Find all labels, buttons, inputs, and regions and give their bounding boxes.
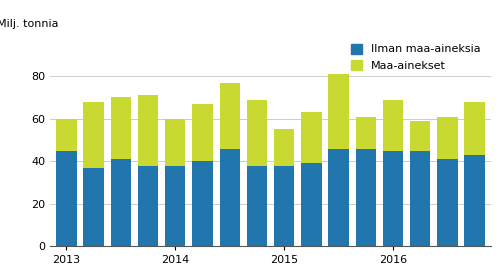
Bar (383, 151, 403, 246)
Bar (219, 148, 240, 246)
Bar (219, 83, 240, 148)
Bar (111, 97, 131, 159)
Bar (138, 165, 158, 246)
Bar (437, 116, 457, 159)
Bar (301, 164, 322, 246)
Bar (192, 104, 213, 161)
Bar (301, 112, 322, 164)
Bar (464, 155, 485, 246)
Bar (356, 116, 376, 148)
Bar (464, 102, 485, 155)
Bar (410, 121, 430, 151)
Bar (356, 148, 376, 246)
Bar (328, 74, 349, 148)
Bar (84, 168, 104, 246)
Bar (56, 119, 77, 151)
Bar (437, 159, 457, 246)
Bar (165, 165, 185, 246)
Bar (246, 165, 267, 246)
Bar (383, 100, 403, 151)
Bar (246, 100, 267, 165)
Bar (192, 161, 213, 246)
Bar (56, 151, 77, 246)
Text: Milj. tonnia: Milj. tonnia (0, 19, 59, 29)
Bar (328, 148, 349, 246)
Bar (138, 95, 158, 165)
Bar (165, 119, 185, 165)
Bar (274, 129, 295, 165)
Bar (410, 151, 430, 246)
Bar (111, 159, 131, 246)
Legend: Ilman maa-aineksia, Maa-ainekset: Ilman maa-aineksia, Maa-ainekset (347, 39, 485, 75)
Bar (84, 102, 104, 168)
Bar (274, 165, 295, 246)
